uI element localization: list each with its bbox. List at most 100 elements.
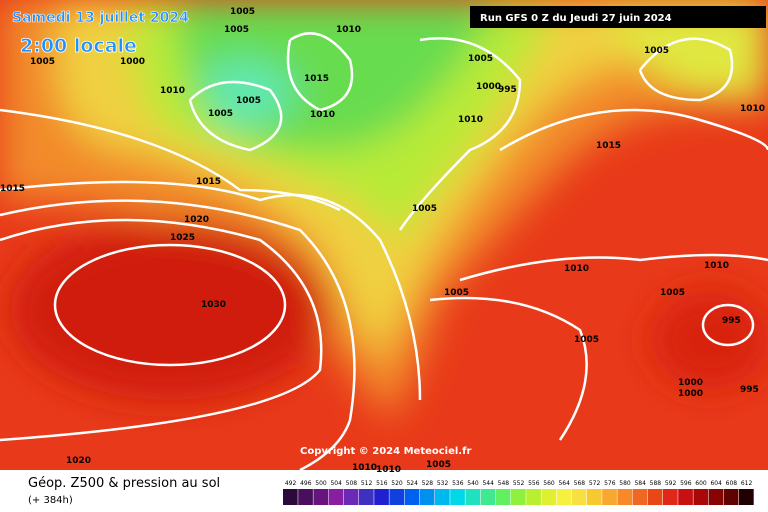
isobar-label: 1010 — [704, 261, 729, 271]
copyright: Copyright © 2024 Meteociel.fr — [300, 446, 471, 457]
isobar-label: 1005 — [30, 57, 55, 67]
isobar-label: 1005 — [468, 54, 493, 64]
isobar-label: 1010 — [310, 110, 335, 120]
legend-label: 548 — [498, 480, 510, 487]
isobar-label: 1005 — [224, 25, 249, 35]
isobar-label: 1005 — [574, 335, 599, 345]
run-info: Run GFS 0 Z du Jeudi 27 juin 2024 — [480, 13, 672, 24]
legend-label: 572 — [589, 480, 601, 487]
time: 2:00 locale — [20, 35, 137, 57]
legend-label: 584 — [634, 480, 646, 487]
isobar-label: 1015 — [196, 177, 221, 187]
legend-swatch — [556, 489, 572, 505]
legend-swatch — [526, 489, 541, 505]
legend-swatch — [647, 489, 663, 505]
legend-label: 508 — [346, 480, 358, 487]
isobar-label: 1015 — [0, 184, 25, 194]
legend-label: 612 — [741, 480, 753, 487]
legend-label: 544 — [482, 480, 494, 487]
legend-label: 600 — [695, 480, 707, 487]
legend-swatch — [617, 489, 633, 505]
legend-label: 496 — [300, 480, 312, 487]
legend-swatch — [450, 489, 465, 505]
isobar-label: 995 — [498, 85, 517, 95]
isobar-label: 995 — [722, 316, 741, 326]
legend-label: 608 — [726, 480, 738, 487]
isobar-label: 1015 — [596, 141, 621, 151]
legend-label: 564 — [558, 480, 570, 487]
isobar-label: 1010 — [564, 264, 589, 274]
footer-lead: (+ 384h) — [28, 495, 73, 506]
legend-label: 552 — [513, 480, 525, 487]
legend-label: 500 — [315, 480, 327, 487]
isobar-label: 1005 — [412, 204, 437, 214]
legend-swatch — [723, 489, 739, 505]
legend-label: 604 — [710, 480, 722, 487]
isobar-label: 1010 — [376, 465, 401, 475]
legend-label: 536 — [452, 480, 464, 487]
legend-swatch — [739, 489, 754, 505]
legend-label: 532 — [437, 480, 449, 487]
legend-label: 596 — [680, 480, 692, 487]
legend-swatch — [708, 489, 724, 505]
legend-swatch — [511, 489, 526, 505]
legend-label: 576 — [604, 480, 616, 487]
legend-swatch — [602, 489, 617, 505]
legend-label: 524 — [406, 480, 418, 487]
isobar-label: 1020 — [66, 456, 91, 466]
legend-swatch — [571, 489, 587, 505]
legend-label: 492 — [285, 480, 297, 487]
isobar-label: 1000 — [476, 82, 501, 92]
isobar-label: 1005 — [236, 96, 261, 106]
isobar-label: 1000 — [678, 389, 703, 399]
isobar-label: 1010 — [352, 463, 377, 473]
isobar-label: 1005 — [444, 288, 469, 298]
legend-swatch — [693, 489, 709, 505]
legend-label: 588 — [650, 480, 662, 487]
isobar-label: 1005 — [426, 460, 451, 470]
legend-swatch — [465, 489, 481, 505]
legend-label: 580 — [619, 480, 631, 487]
footer-title: Géop. Z500 & pression au sol — [28, 476, 220, 491]
legend-swatch — [328, 489, 344, 505]
date: Samedi 13 juillet 2024 — [12, 10, 189, 26]
legend-label: 516 — [376, 480, 388, 487]
legend-swatch — [632, 489, 648, 505]
legend-label: 512 — [361, 480, 373, 487]
legend-swatch — [298, 489, 313, 505]
legend-swatch — [343, 489, 359, 505]
isobar-label: 1000 — [678, 378, 703, 388]
isobars — [0, 32, 768, 472]
isobar-label: 1010 — [458, 115, 483, 125]
legend-swatch — [541, 489, 557, 505]
isobar-label: 1010 — [336, 25, 361, 35]
legend-swatch — [587, 489, 602, 505]
legend-label: 540 — [467, 480, 479, 487]
field — [0, 0, 768, 470]
legend-swatch — [663, 489, 678, 505]
isobar-label: 1015 — [304, 74, 329, 84]
legend-label: 556 — [528, 480, 540, 487]
legend-label: 568 — [574, 480, 586, 487]
legend-swatch — [419, 489, 435, 505]
isobar-label: 1005 — [208, 109, 233, 119]
isobar-label: 1025 — [170, 233, 195, 243]
isobar-label: 995 — [740, 385, 759, 395]
isobar-label: 1005 — [660, 288, 685, 298]
isobar-label: 1000 — [120, 57, 145, 67]
legend-swatch — [359, 489, 374, 505]
legend-swatch — [480, 489, 496, 505]
isobar-label: 1010 — [160, 86, 185, 96]
isobar-label: 1005 — [644, 46, 669, 56]
isobar-label: 1030 — [201, 300, 226, 310]
legend-swatch — [389, 489, 405, 505]
legend-label: 528 — [422, 480, 434, 487]
legend-swatch — [678, 489, 693, 505]
legend-swatch — [313, 489, 329, 505]
legend-label: 560 — [543, 480, 555, 487]
legend-label: 520 — [391, 480, 403, 487]
isobar-label: 1010 — [740, 104, 765, 114]
legend-label: 504 — [330, 480, 342, 487]
legend-swatch — [283, 489, 298, 505]
